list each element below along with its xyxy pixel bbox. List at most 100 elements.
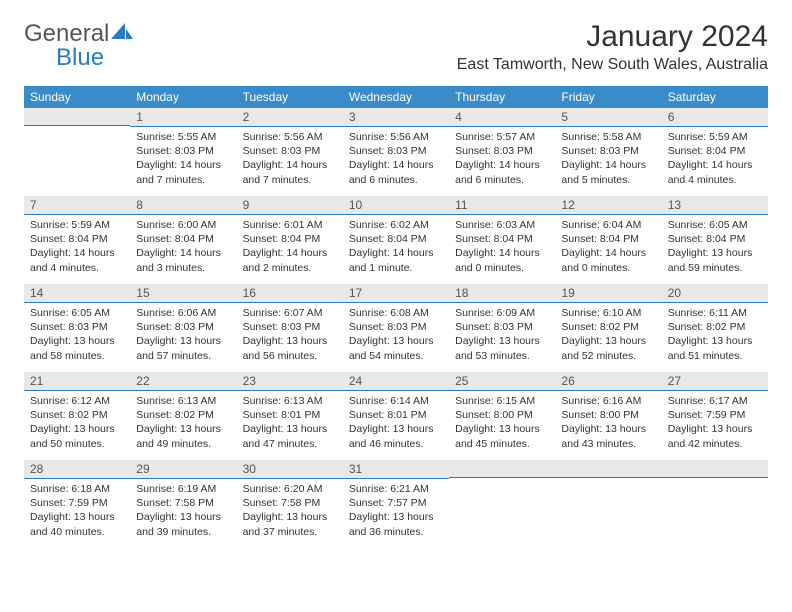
calendar-cell: 20Sunrise: 6:11 AMSunset: 8:02 PMDayligh… xyxy=(662,284,768,372)
day-content: Sunrise: 6:02 AMSunset: 8:04 PMDaylight:… xyxy=(343,215,449,278)
day-content: Sunrise: 6:10 AMSunset: 8:02 PMDaylight:… xyxy=(555,303,661,366)
weekday-header: Tuesday xyxy=(237,86,343,108)
day-content: Sunrise: 5:56 AMSunset: 8:03 PMDaylight:… xyxy=(237,127,343,190)
day-content: Sunrise: 6:14 AMSunset: 8:01 PMDaylight:… xyxy=(343,391,449,454)
header: General January 2024 East Tamworth, New … xyxy=(24,20,768,74)
day-number: 6 xyxy=(662,108,768,127)
day-content: Sunrise: 6:12 AMSunset: 8:02 PMDaylight:… xyxy=(24,391,130,454)
day-content: Sunrise: 6:16 AMSunset: 8:00 PMDaylight:… xyxy=(555,391,661,454)
day-number: 23 xyxy=(237,372,343,391)
calendar-cell: 29Sunrise: 6:19 AMSunset: 7:58 PMDayligh… xyxy=(130,460,236,548)
day-number: 27 xyxy=(662,372,768,391)
calendar-cell: 1Sunrise: 5:55 AMSunset: 8:03 PMDaylight… xyxy=(130,108,236,196)
calendar-cell: 6Sunrise: 5:59 AMSunset: 8:04 PMDaylight… xyxy=(662,108,768,196)
day-number: 16 xyxy=(237,284,343,303)
logo-text-blue: Blue xyxy=(56,44,104,72)
calendar-head: SundayMondayTuesdayWednesdayThursdayFrid… xyxy=(24,86,768,108)
day-content: Sunrise: 6:05 AMSunset: 8:04 PMDaylight:… xyxy=(662,215,768,278)
calendar-row: 14Sunrise: 6:05 AMSunset: 8:03 PMDayligh… xyxy=(24,284,768,372)
day-content: Sunrise: 6:04 AMSunset: 8:04 PMDaylight:… xyxy=(555,215,661,278)
calendar-cell: 11Sunrise: 6:03 AMSunset: 8:04 PMDayligh… xyxy=(449,196,555,284)
calendar-cell: 18Sunrise: 6:09 AMSunset: 8:03 PMDayligh… xyxy=(449,284,555,372)
calendar-cell: 22Sunrise: 6:13 AMSunset: 8:02 PMDayligh… xyxy=(130,372,236,460)
day-number: 7 xyxy=(24,196,130,215)
calendar-cell: 5Sunrise: 5:58 AMSunset: 8:03 PMDaylight… xyxy=(555,108,661,196)
calendar-cell xyxy=(555,460,661,548)
day-number: 12 xyxy=(555,196,661,215)
day-content: Sunrise: 6:07 AMSunset: 8:03 PMDaylight:… xyxy=(237,303,343,366)
calendar-cell: 3Sunrise: 5:56 AMSunset: 8:03 PMDaylight… xyxy=(343,108,449,196)
day-number: 24 xyxy=(343,372,449,391)
day-number xyxy=(555,460,661,478)
day-number: 8 xyxy=(130,196,236,215)
day-number: 17 xyxy=(343,284,449,303)
day-content: Sunrise: 6:03 AMSunset: 8:04 PMDaylight:… xyxy=(449,215,555,278)
day-content: Sunrise: 5:55 AMSunset: 8:03 PMDaylight:… xyxy=(130,127,236,190)
calendar-cell: 21Sunrise: 6:12 AMSunset: 8:02 PMDayligh… xyxy=(24,372,130,460)
day-number: 2 xyxy=(237,108,343,127)
day-number: 9 xyxy=(237,196,343,215)
day-number: 19 xyxy=(555,284,661,303)
day-content: Sunrise: 6:13 AMSunset: 8:02 PMDaylight:… xyxy=(130,391,236,454)
calendar-row: 1Sunrise: 5:55 AMSunset: 8:03 PMDaylight… xyxy=(24,108,768,196)
day-content: Sunrise: 5:58 AMSunset: 8:03 PMDaylight:… xyxy=(555,127,661,190)
day-number: 21 xyxy=(24,372,130,391)
day-number: 3 xyxy=(343,108,449,127)
calendar-cell: 15Sunrise: 6:06 AMSunset: 8:03 PMDayligh… xyxy=(130,284,236,372)
day-content: Sunrise: 6:17 AMSunset: 7:59 PMDaylight:… xyxy=(662,391,768,454)
calendar-row: 7Sunrise: 5:59 AMSunset: 8:04 PMDaylight… xyxy=(24,196,768,284)
calendar-cell: 19Sunrise: 6:10 AMSunset: 8:02 PMDayligh… xyxy=(555,284,661,372)
day-content: Sunrise: 6:00 AMSunset: 8:04 PMDaylight:… xyxy=(130,215,236,278)
calendar-cell: 8Sunrise: 6:00 AMSunset: 8:04 PMDaylight… xyxy=(130,196,236,284)
calendar-cell: 16Sunrise: 6:07 AMSunset: 8:03 PMDayligh… xyxy=(237,284,343,372)
day-number: 13 xyxy=(662,196,768,215)
day-content: Sunrise: 6:01 AMSunset: 8:04 PMDaylight:… xyxy=(237,215,343,278)
calendar-cell: 9Sunrise: 6:01 AMSunset: 8:04 PMDaylight… xyxy=(237,196,343,284)
title-month: January 2024 xyxy=(457,20,768,54)
title-location: East Tamworth, New South Wales, Australi… xyxy=(457,56,768,74)
day-content: Sunrise: 6:18 AMSunset: 7:59 PMDaylight:… xyxy=(24,479,130,542)
day-number: 18 xyxy=(449,284,555,303)
calendar-cell: 14Sunrise: 6:05 AMSunset: 8:03 PMDayligh… xyxy=(24,284,130,372)
day-content: Sunrise: 6:08 AMSunset: 8:03 PMDaylight:… xyxy=(343,303,449,366)
day-number: 20 xyxy=(662,284,768,303)
day-number: 10 xyxy=(343,196,449,215)
day-number: 4 xyxy=(449,108,555,127)
day-number: 11 xyxy=(449,196,555,215)
day-number: 1 xyxy=(130,108,236,127)
logo-sail-icon xyxy=(111,20,133,48)
calendar-cell: 17Sunrise: 6:08 AMSunset: 8:03 PMDayligh… xyxy=(343,284,449,372)
day-content: Sunrise: 5:59 AMSunset: 8:04 PMDaylight:… xyxy=(24,215,130,278)
day-number: 15 xyxy=(130,284,236,303)
day-number xyxy=(662,460,768,478)
calendar-cell: 24Sunrise: 6:14 AMSunset: 8:01 PMDayligh… xyxy=(343,372,449,460)
calendar-cell: 12Sunrise: 6:04 AMSunset: 8:04 PMDayligh… xyxy=(555,196,661,284)
day-number: 5 xyxy=(555,108,661,127)
calendar-cell: 4Sunrise: 5:57 AMSunset: 8:03 PMDaylight… xyxy=(449,108,555,196)
day-content: Sunrise: 6:11 AMSunset: 8:02 PMDaylight:… xyxy=(662,303,768,366)
calendar-cell: 26Sunrise: 6:16 AMSunset: 8:00 PMDayligh… xyxy=(555,372,661,460)
day-content: Sunrise: 6:19 AMSunset: 7:58 PMDaylight:… xyxy=(130,479,236,542)
calendar-cell: 25Sunrise: 6:15 AMSunset: 8:00 PMDayligh… xyxy=(449,372,555,460)
day-content: Sunrise: 6:15 AMSunset: 8:00 PMDaylight:… xyxy=(449,391,555,454)
day-content: Sunrise: 5:56 AMSunset: 8:03 PMDaylight:… xyxy=(343,127,449,190)
calendar-cell xyxy=(662,460,768,548)
day-content: Sunrise: 6:21 AMSunset: 7:57 PMDaylight:… xyxy=(343,479,449,542)
weekday-header: Friday xyxy=(555,86,661,108)
day-content: Sunrise: 6:05 AMSunset: 8:03 PMDaylight:… xyxy=(24,303,130,366)
day-number: 22 xyxy=(130,372,236,391)
day-number: 26 xyxy=(555,372,661,391)
weekday-header: Thursday xyxy=(449,86,555,108)
calendar-cell: 2Sunrise: 5:56 AMSunset: 8:03 PMDaylight… xyxy=(237,108,343,196)
day-content: Sunrise: 6:13 AMSunset: 8:01 PMDaylight:… xyxy=(237,391,343,454)
day-number: 30 xyxy=(237,460,343,479)
day-number: 29 xyxy=(130,460,236,479)
calendar-row: 28Sunrise: 6:18 AMSunset: 7:59 PMDayligh… xyxy=(24,460,768,548)
day-content: Sunrise: 6:20 AMSunset: 7:58 PMDaylight:… xyxy=(237,479,343,542)
day-number xyxy=(449,460,555,478)
day-content: Sunrise: 6:09 AMSunset: 8:03 PMDaylight:… xyxy=(449,303,555,366)
weekday-header: Sunday xyxy=(24,86,130,108)
calendar-cell: 7Sunrise: 5:59 AMSunset: 8:04 PMDaylight… xyxy=(24,196,130,284)
calendar-cell: 31Sunrise: 6:21 AMSunset: 7:57 PMDayligh… xyxy=(343,460,449,548)
calendar-cell xyxy=(24,108,130,196)
